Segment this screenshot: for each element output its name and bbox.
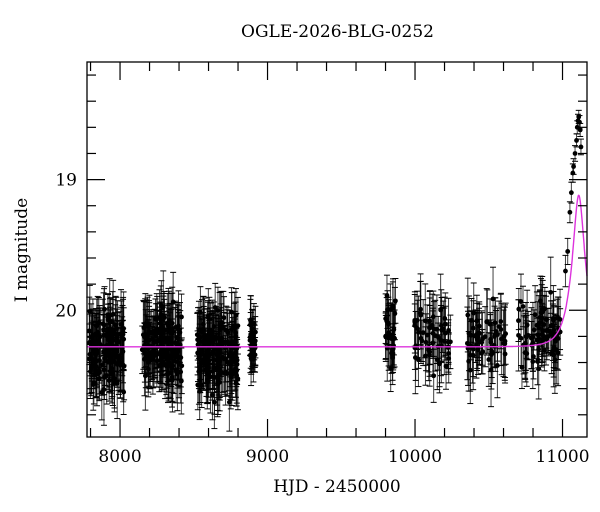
model-curve (87, 194, 588, 348)
error-bars (86, 109, 584, 432)
data-points (86, 114, 584, 405)
axis-ticks (87, 62, 587, 437)
plot-frame (86, 61, 588, 438)
x-tick-label: 11000 (535, 447, 589, 467)
chart-title: OGLE-2026-BLG-0252 (241, 22, 434, 42)
y-tick-label: 19 (55, 171, 77, 191)
x-tick-label: 8000 (98, 447, 141, 467)
x-tick-label: 10000 (388, 447, 442, 467)
x-tick-labels: 8000 9000 10000 11000 (98, 447, 589, 467)
x-tick-label: 9000 (246, 447, 289, 467)
y-tick-label: 20 (55, 301, 77, 321)
x-axis-label: HJD - 2450000 (273, 477, 401, 497)
